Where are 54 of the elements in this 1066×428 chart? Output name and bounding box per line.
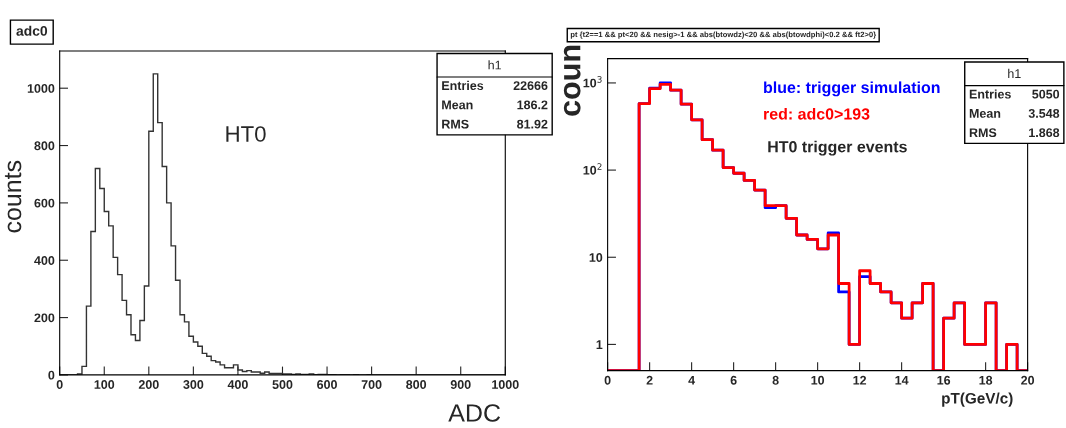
annotation: Entries — [442, 80, 484, 91]
x-tick-label: 600 — [317, 380, 337, 389]
x-tick-label: 20 — [1021, 375, 1035, 385]
y-tick-label: 10$^{2}$ — [583, 163, 602, 175]
x-axis-title: pT(GeV/c) — [942, 392, 1013, 407]
x-tick-label: 300 — [183, 380, 204, 389]
annotation: Mean — [969, 109, 1001, 118]
x-tick-label: 6 — [730, 375, 737, 385]
text: 22666 — [513, 81, 548, 91]
x-tick-label: 4 — [688, 375, 696, 385]
x-tick-label: 1000 — [492, 380, 519, 389]
y-axis-title: counts — [4, 160, 22, 233]
y-tick-label: 10$^{3}$ — [583, 76, 602, 88]
text: 81.92 — [517, 119, 548, 129]
y-tick-label: 1000 — [27, 84, 55, 93]
x-tick-label: 14 — [895, 375, 909, 385]
annotation: Mean — [442, 100, 473, 110]
y-tick-label: 1 — [596, 340, 603, 349]
text: 186.2 — [517, 100, 548, 110]
text: 3.548 — [1028, 108, 1060, 118]
x-tick-label: 2 — [646, 375, 653, 385]
x-tick-label: 800 — [406, 380, 427, 389]
y-tick-label: 800 — [34, 141, 55, 151]
x-tick-label: 900 — [450, 380, 471, 389]
y-tick-label: 400 — [34, 256, 55, 265]
text: 5050 — [1032, 89, 1060, 99]
y-tick-label: 600 — [34, 198, 55, 208]
chart-title: adc0 — [16, 25, 48, 36]
annotation: HT0 trigger events — [768, 140, 907, 156]
x-tick-label: 10 — [811, 375, 825, 385]
annotation: h1 — [1008, 68, 1021, 78]
annotation: Entries — [969, 89, 1011, 99]
x-tick-label: 0 — [604, 375, 611, 385]
y-axis-title: coun — [563, 45, 581, 116]
x-tick-label: 16 — [937, 375, 951, 385]
x-tick-label: 0 — [56, 380, 63, 389]
x-tick-label: 200 — [138, 380, 159, 389]
annotation: blue: trigger simulation — [764, 81, 940, 97]
annotation: RMS — [442, 119, 469, 129]
annotation: RMS — [969, 128, 997, 138]
x-tick-label: 12 — [853, 375, 867, 385]
annotation: HT0 — [226, 126, 266, 142]
y-tick-label: 200 — [34, 313, 55, 323]
x-tick-label: 18 — [979, 375, 993, 385]
text: 1.868 — [1029, 128, 1060, 138]
x-axis-title: ADC — [448, 404, 501, 422]
x-tick-label: 500 — [272, 380, 293, 389]
annotation: h1 — [488, 60, 501, 70]
annotation: red: adc0>193 — [764, 107, 870, 120]
y-tick-label: 10 — [589, 253, 603, 262]
x-tick-label: 700 — [361, 380, 382, 389]
x-tick-label: 400 — [227, 380, 248, 389]
x-tick-label: 8 — [772, 375, 779, 385]
x-tick-label: 100 — [94, 380, 115, 389]
